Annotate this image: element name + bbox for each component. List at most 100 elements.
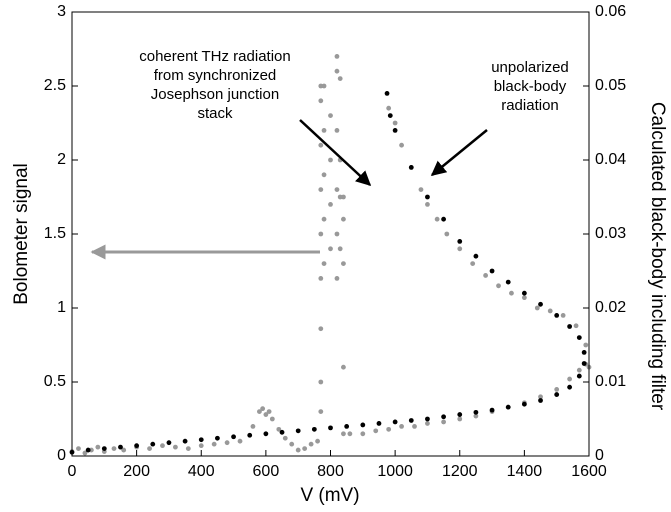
data-point: [334, 276, 340, 281]
data-point: [328, 113, 333, 118]
data-point: [576, 367, 582, 373]
data-point: [166, 440, 172, 446]
data-point: [318, 379, 324, 385]
data-point: [521, 295, 527, 301]
data-point: [521, 290, 527, 296]
data-point: [95, 444, 101, 450]
data-point: [318, 231, 324, 237]
data-point: [441, 414, 446, 420]
data-point: [311, 426, 317, 432]
data-point: [470, 261, 476, 266]
data-point: [408, 418, 414, 423]
data-point: [418, 187, 424, 193]
data-point: [547, 308, 553, 314]
data-point: [321, 216, 327, 222]
annotation: radiation: [501, 97, 559, 114]
data-point: [489, 407, 495, 413]
data-point: [560, 313, 566, 318]
data-point: [412, 424, 417, 429]
data-point: [337, 76, 343, 81]
data-point: [360, 422, 366, 428]
data-point: [147, 446, 152, 451]
data-point: [289, 441, 295, 447]
data-point: [334, 68, 340, 74]
data-point: [198, 443, 204, 449]
data-point: [567, 324, 573, 329]
data-point: [347, 431, 353, 437]
data-point: [334, 127, 340, 133]
data-point: [538, 398, 543, 403]
data-point: [376, 421, 382, 426]
data-point: [247, 432, 253, 438]
data-point: [341, 431, 346, 437]
data-point: [457, 246, 463, 252]
data-point: [337, 246, 343, 252]
y2-axis-label: Calculated black-body including filter: [647, 102, 668, 411]
data-point: [392, 127, 398, 133]
annotation: unpolarized: [491, 59, 569, 76]
data-point: [76, 446, 81, 451]
data-point: [321, 83, 327, 89]
data-point: [101, 446, 107, 451]
plot-area: [69, 54, 592, 456]
data-point: [231, 434, 236, 440]
x-tick-label: 1000: [377, 463, 413, 480]
y-tick-label: 3: [57, 3, 66, 20]
x-tick-label: 1400: [507, 463, 543, 480]
annotation: stack: [197, 105, 233, 122]
y2-tick-label: 0.06: [595, 3, 626, 20]
data-point: [224, 440, 230, 446]
data-point: [483, 273, 488, 278]
data-point: [505, 279, 511, 285]
annotation-arrow: [430, 129, 488, 176]
data-point: [554, 313, 560, 318]
data-point: [215, 435, 220, 441]
data-point: [150, 441, 156, 447]
data-point: [134, 443, 140, 449]
data-point: [328, 246, 333, 252]
data-point: [185, 446, 191, 451]
data-point: [318, 187, 324, 193]
data-point: [489, 268, 495, 274]
data-point: [538, 394, 543, 400]
data-point: [344, 424, 350, 429]
data-point: [160, 443, 165, 449]
data-point: [509, 290, 514, 296]
data-point: [250, 424, 256, 429]
y2-tick-label: 0.01: [595, 373, 626, 390]
annotation: black-body: [494, 78, 567, 95]
data-point: [387, 113, 393, 118]
data-point: [554, 392, 560, 397]
x-axis-label: V (mV): [300, 485, 359, 506]
data-point: [318, 409, 324, 414]
data-point: [211, 441, 217, 447]
data-point: [534, 305, 540, 311]
data-point: [334, 187, 340, 193]
y-tick-label: 2: [57, 151, 66, 168]
data-point: [276, 426, 282, 432]
data-point: [441, 419, 446, 425]
y-axis-label: Bolometer signal: [11, 163, 32, 305]
x-tick-label: 600: [253, 463, 280, 480]
data-point: [279, 429, 285, 435]
data-point: [321, 261, 327, 266]
annotation-arrow: [299, 119, 372, 187]
x-tick-label: 200: [123, 463, 150, 480]
data-point: [341, 364, 346, 370]
y-tick-label: 2.5: [44, 77, 66, 94]
data-point: [260, 406, 266, 412]
data-point: [318, 326, 324, 332]
data-point: [82, 450, 88, 456]
data-point: [118, 444, 123, 450]
data-point: [444, 231, 450, 237]
y-tick-label: 0.5: [44, 373, 66, 390]
data-point: [576, 335, 582, 340]
x-tick-label: 1200: [442, 463, 478, 480]
data-point: [173, 444, 178, 450]
data-point: [111, 446, 117, 451]
data-point: [295, 447, 301, 453]
data-point: [425, 416, 430, 422]
data-point: [554, 387, 560, 392]
